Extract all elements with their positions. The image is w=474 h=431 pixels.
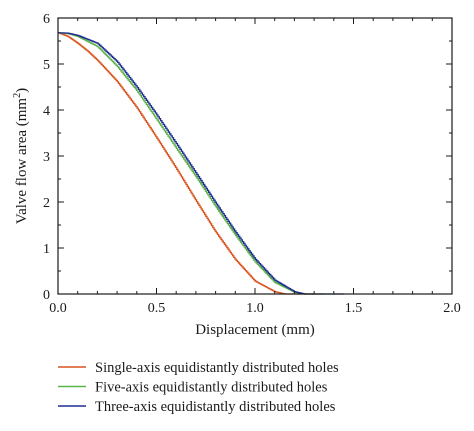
y-tick-label: 5 [43, 58, 50, 73]
x-tick-label: 1.5 [345, 301, 363, 316]
y-tick-label: 2 [43, 196, 50, 211]
series-line-1 [58, 32, 315, 295]
ticks-layer: 0.0 0.5 1.0 1.5 2.0 0 1 2 3 4 5 6 [43, 12, 461, 316]
y-tick-label: 6 [43, 12, 50, 27]
y-tick-label: 4 [43, 104, 50, 119]
plot-frame [57, 17, 453, 295]
x-tick-label: 0.5 [148, 301, 166, 316]
x-tick-label: 1.0 [246, 301, 264, 316]
y-axis-label-main: Valve flow area (mm [14, 98, 30, 225]
y-tick-label: 0 [43, 288, 50, 303]
y-axis-label-close: ) [14, 88, 30, 93]
y-tick-label: 3 [43, 150, 50, 165]
y-axis-label-superscript: 2 [12, 93, 23, 98]
legend: Single-axis equidistantly distributed ho… [58, 360, 339, 415]
x-tick-label: 2.0 [443, 301, 461, 316]
y-tick-label: 1 [43, 242, 50, 257]
series-line-2 [58, 32, 324, 295]
y-axis-label: Valve flow area (mm2) [12, 88, 30, 224]
legend-label: Single-axis equidistantly distributed ho… [95, 360, 339, 376]
series-line-3 [58, 32, 344, 295]
x-axis-label: Displacement (mm) [195, 322, 315, 338]
legend-label: Five-axis equidistantly distributed hole… [95, 380, 328, 396]
series-layer [58, 32, 344, 295]
x-tick-label: 0.0 [49, 301, 67, 316]
legend-label: Three-axis equidistantly distributed hol… [95, 399, 336, 415]
